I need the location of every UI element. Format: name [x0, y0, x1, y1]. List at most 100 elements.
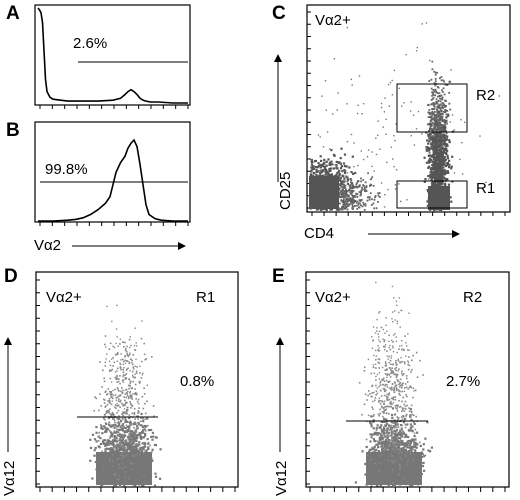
panel-e-dot [408, 407, 410, 409]
panel-e-dot [399, 437, 402, 440]
panel-e-dot [394, 367, 396, 370]
panel-e-dot [392, 454, 395, 457]
panel-d-dot [117, 443, 119, 446]
panel-d-dot [136, 436, 139, 439]
panel-e-dot [406, 446, 409, 449]
panel-d-dot [127, 446, 130, 449]
panel-c-dot [438, 151, 442, 154]
panel-d-dot [93, 449, 96, 452]
panel-e-dot [391, 339, 393, 342]
panel-c-dot [438, 106, 441, 109]
panel-c-ticks [307, 11, 506, 216]
panel-d-dot [128, 433, 131, 436]
panel-c-dot [440, 166, 443, 169]
panel-d-dot [104, 428, 108, 431]
panel-d-dot [134, 465, 137, 468]
panel-d-dot [110, 425, 113, 428]
panel-e-dot [399, 390, 401, 393]
panel-c-dot [328, 167, 331, 170]
panel-e-dot [374, 431, 377, 434]
panel-c-dot [440, 160, 443, 163]
panel-d-dot [109, 364, 112, 366]
panel-e-dot [367, 358, 370, 361]
panel-e-dot [394, 382, 396, 384]
panel-e-dot [398, 470, 401, 473]
panel-d-dot [121, 434, 124, 437]
panel-e-dot [387, 405, 390, 408]
panel-c-dot [442, 163, 445, 167]
panel-c-dot [485, 181, 487, 184]
panel-d-dot [114, 459, 117, 462]
panel-c-dot [437, 126, 439, 129]
panel-c-dot [425, 149, 428, 152]
panel-d-dot [108, 401, 111, 403]
panel-e-dot [412, 438, 415, 441]
panel-e-dot [409, 469, 412, 472]
panel-c-dot [444, 123, 447, 126]
panel-e-dot [386, 368, 388, 370]
panel-e-dot [388, 447, 391, 450]
panel-d-dot [109, 462, 112, 465]
panel-e-dot [392, 396, 395, 399]
panel-d-dot [113, 465, 116, 468]
panel-c-dot [350, 179, 353, 182]
panel-e-dot [389, 402, 391, 404]
panel-c-dot [359, 200, 362, 203]
panel-d-dot [111, 467, 114, 470]
panel-c-dot [367, 172, 369, 175]
panel-d-dot [143, 443, 146, 446]
panel-e-dot [387, 469, 390, 472]
panel-d-dot [129, 435, 132, 438]
panel-d-dot [149, 453, 152, 456]
panel-c-dot [453, 129, 456, 131]
panel-e-dot [377, 349, 379, 351]
panel-e-dot [397, 370, 399, 372]
panel-e-dot [417, 471, 420, 474]
panel-d-dot [111, 432, 114, 435]
panel-c-dot [433, 162, 436, 165]
panel-d-dot [117, 426, 119, 428]
panel-e-dot [409, 416, 412, 418]
panel-e-dot [399, 467, 401, 469]
panel-d-dot [139, 455, 142, 458]
panel-e-dot [401, 424, 403, 427]
panel-e-dot [405, 468, 408, 471]
panel-c-dot [327, 173, 330, 176]
panel-e-dot [391, 367, 393, 369]
panel-e-dot [374, 449, 377, 452]
panel-c-scatter [309, 21, 500, 212]
panel-e-dot [369, 440, 372, 443]
panel-c-dot [445, 113, 448, 116]
panel-c-dot [425, 146, 428, 149]
panel-d-dot [117, 454, 120, 457]
panel-d-dot [122, 411, 124, 414]
panel-c-dot [357, 164, 359, 167]
panel-d-dot [120, 359, 122, 361]
panel-e-dot [394, 438, 397, 441]
panel-c-dot [437, 149, 440, 152]
panel-d-dot [142, 452, 145, 454]
panel-d-dot [118, 381, 120, 383]
panel-e-dot [398, 468, 401, 470]
panel-e-dot [385, 379, 388, 382]
panel-e-dot [395, 359, 397, 362]
panel-e-dot [406, 377, 408, 380]
panel-c-dot [429, 147, 432, 150]
panel-d-dot [115, 353, 117, 356]
panel-e-dot [385, 364, 387, 367]
panel-c-dot [338, 194, 340, 196]
panel-d-dot [119, 442, 121, 444]
panel-c-dot [442, 150, 445, 153]
panel-d-dot [142, 479, 145, 483]
panel-c-dot [429, 59, 431, 62]
panel-e-dot [379, 433, 382, 436]
panel-c-dot [437, 140, 440, 143]
panel-e-dot [367, 414, 370, 417]
panel-d-dot [107, 466, 110, 469]
panel-c-dot [438, 112, 441, 115]
panel-d-dot [110, 450, 114, 454]
panel-e-dot [386, 330, 388, 333]
panel-c-dot [372, 184, 375, 187]
panel-c-dot [398, 87, 400, 90]
